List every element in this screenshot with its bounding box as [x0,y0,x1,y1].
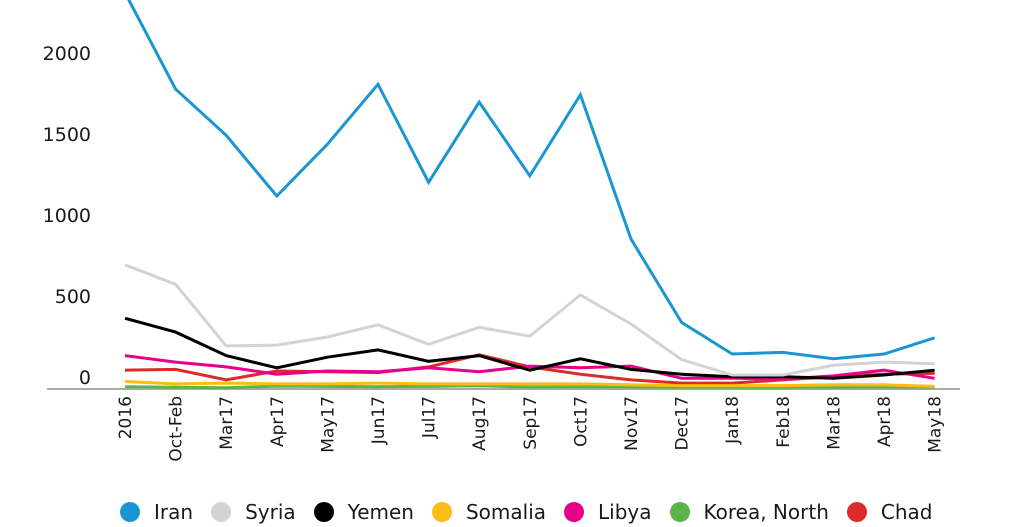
legend-label: Korea, North [703,500,829,524]
legend-swatch-icon [669,502,690,522]
legend-item-libya[interactable]: Libya [564,500,652,524]
x-tick-label: Mar17 [217,396,237,450]
x-axis: 2016 Oct-Feb Mar17 Apr17 May17 Jun17 Jul17 Aug1… [47,388,960,462]
x-tick-label: Mar18 [824,396,844,450]
legend-swatch-icon [431,502,452,522]
x-tick-label: Oct17 [571,396,591,447]
y-tick-label: 500 [55,286,91,308]
x-tick-label: Feb18 [774,396,794,448]
legend-label: Iran [154,500,194,524]
x-tick-label: Jun17 [369,396,389,445]
x-tick-label: Dec17 [673,396,693,451]
legend-item-yemen[interactable]: Yemen [313,500,414,524]
legend-item-iran[interactable]: Iran [120,500,193,524]
x-tick-label: Sep17 [521,396,541,450]
series-line-korea-north [124,384,935,390]
x-tick-label: May17 [318,396,338,453]
legend-swatch-icon [120,502,140,522]
legend-item-syria[interactable]: Syria [211,500,296,524]
y-tick-label: 2000 [43,43,91,65]
y-tick-label: 1500 [43,124,91,146]
legend-label: Chad [880,500,933,524]
legend-item-somalia[interactable]: Somalia [431,500,547,524]
legend-swatch-icon [846,502,867,522]
x-tick-label: Oct-Feb [167,396,187,462]
legend-label: Somalia [465,500,547,524]
x-tick-label: May18 [926,396,946,453]
series-line-yemen [124,316,935,380]
legend-label: Yemen [347,500,414,524]
legend-swatch-icon [564,502,585,522]
x-tick-label: Jan18 [723,396,743,445]
series-line-syria [124,263,935,377]
series-line-iran [127,0,936,361]
x-tick-label: Nov17 [622,396,642,451]
y-axis: 0 500 1000 1500 2000 [43,43,91,389]
series-line-somalia [124,380,935,388]
x-tick-label: Apr17 [268,396,288,447]
legend-swatch-icon [313,502,334,522]
line-chart: 0 500 1000 1500 2000 2016 Oct-Feb Mar17 Apr17 Ma… [43,0,960,462]
legend-label: Libya [598,500,652,524]
x-tick-label: Aug17 [470,396,490,451]
legend-item-chad[interactable]: Chad [846,500,933,524]
legend-swatch-icon [211,502,232,522]
y-tick-label: 0 [79,367,91,389]
y-tick-label: 1000 [43,205,91,227]
legend-item-korea-north[interactable]: Korea, North [669,500,829,524]
legend-label: Syria [245,500,296,524]
plot-area [124,0,936,390]
x-tick-label: Apr18 [875,396,895,447]
x-tick-label: 2016 [116,396,136,439]
legend: Iran Syria Yemen Somalia Libya Korea, North Ch… [120,497,950,527]
x-tick-label: Jul17 [420,396,440,439]
